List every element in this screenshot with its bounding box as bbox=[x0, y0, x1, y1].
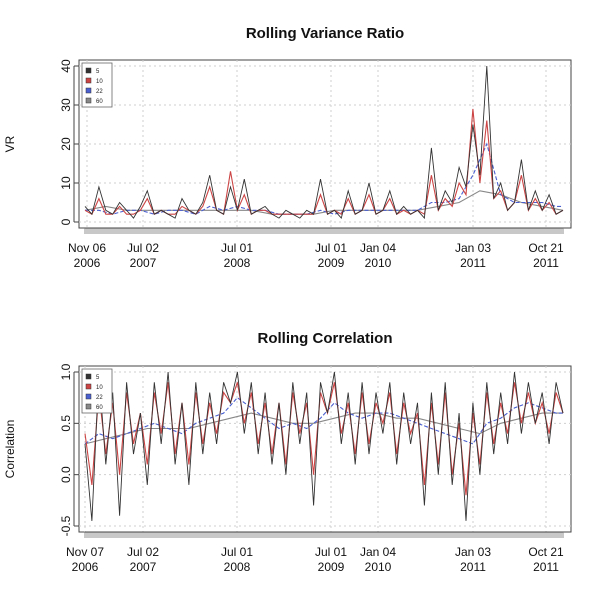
x-tick-label: Jul 01 bbox=[315, 545, 347, 559]
legend-swatch bbox=[86, 384, 91, 389]
x-tick-label: Oct 21 bbox=[528, 241, 564, 255]
x-tick-year: 2011 bbox=[460, 256, 486, 270]
plot-frame bbox=[79, 366, 571, 532]
legend-swatch bbox=[86, 68, 91, 73]
x-tick-label: Jul 02 bbox=[127, 241, 159, 255]
x-tick-year: 2006 bbox=[74, 256, 101, 270]
legend-swatch bbox=[86, 78, 91, 83]
x-tick-label: Jan 04 bbox=[360, 241, 396, 255]
x-tick-year: 2007 bbox=[130, 560, 157, 574]
legend-swatch bbox=[86, 404, 91, 409]
chart-title: Rolling Correlation bbox=[258, 330, 393, 347]
x-tick-label: Nov 07 bbox=[66, 545, 104, 559]
y-tick-label: 0 bbox=[59, 218, 73, 225]
legend-swatch bbox=[86, 374, 91, 379]
x-tick-year: 2011 bbox=[533, 256, 559, 270]
x-tick-year: 2008 bbox=[224, 560, 251, 574]
x-tick-year: 2006 bbox=[72, 560, 99, 574]
x-tick-label: Nov 06 bbox=[68, 241, 106, 255]
x-tick-year: 2010 bbox=[365, 560, 392, 574]
legend-label: 22 bbox=[96, 395, 103, 401]
x-tick-year: 2011 bbox=[460, 560, 486, 574]
legend-swatch bbox=[86, 98, 91, 103]
legend-label: 60 bbox=[96, 405, 103, 411]
x-tick-year: 2009 bbox=[318, 256, 345, 270]
y-tick-label: 1.0 bbox=[59, 363, 73, 380]
legend-label: 10 bbox=[96, 79, 103, 85]
x-tick-year: 2007 bbox=[130, 256, 157, 270]
x-tick-year: 2010 bbox=[365, 256, 392, 270]
legend-swatch bbox=[86, 394, 91, 399]
x-tick-label: Jul 01 bbox=[221, 241, 253, 255]
series-line-60 bbox=[85, 191, 563, 214]
legend-label: 60 bbox=[96, 99, 103, 105]
x-tick-label: Jul 01 bbox=[315, 241, 347, 255]
x-tick-label: Jul 02 bbox=[127, 545, 159, 559]
x-tick-label: Jan 03 bbox=[455, 545, 491, 559]
series-line-5 bbox=[85, 372, 563, 521]
chart-title: Rolling Variance Ratio bbox=[246, 25, 404, 42]
legend-swatch bbox=[86, 88, 91, 93]
legend-label: 10 bbox=[96, 385, 103, 391]
y-axis-label: Correlation bbox=[3, 420, 17, 479]
y-tick-label: 0.0 bbox=[59, 466, 73, 483]
x-tick-label: Jan 03 bbox=[455, 241, 491, 255]
x-tick-label: Oct 21 bbox=[528, 545, 564, 559]
x-tick-label: Jul 01 bbox=[221, 545, 253, 559]
y-tick-label: 40 bbox=[59, 59, 73, 73]
y-tick-label: 0.5 bbox=[59, 415, 73, 432]
x-tick-year: 2011 bbox=[533, 560, 559, 574]
y-tick-label: 20 bbox=[59, 137, 73, 151]
y-tick-label: 10 bbox=[59, 176, 73, 190]
y-axis-label: VR bbox=[3, 135, 17, 152]
x-tick-label: Jan 04 bbox=[360, 545, 396, 559]
series-line-5 bbox=[85, 66, 563, 218]
x-tick-year: 2008 bbox=[224, 256, 251, 270]
y-tick-label: 30 bbox=[59, 98, 73, 112]
x-tick-year: 2009 bbox=[318, 560, 345, 574]
y-tick-label: -0.5 bbox=[59, 515, 73, 536]
legend-label: 22 bbox=[96, 89, 103, 95]
